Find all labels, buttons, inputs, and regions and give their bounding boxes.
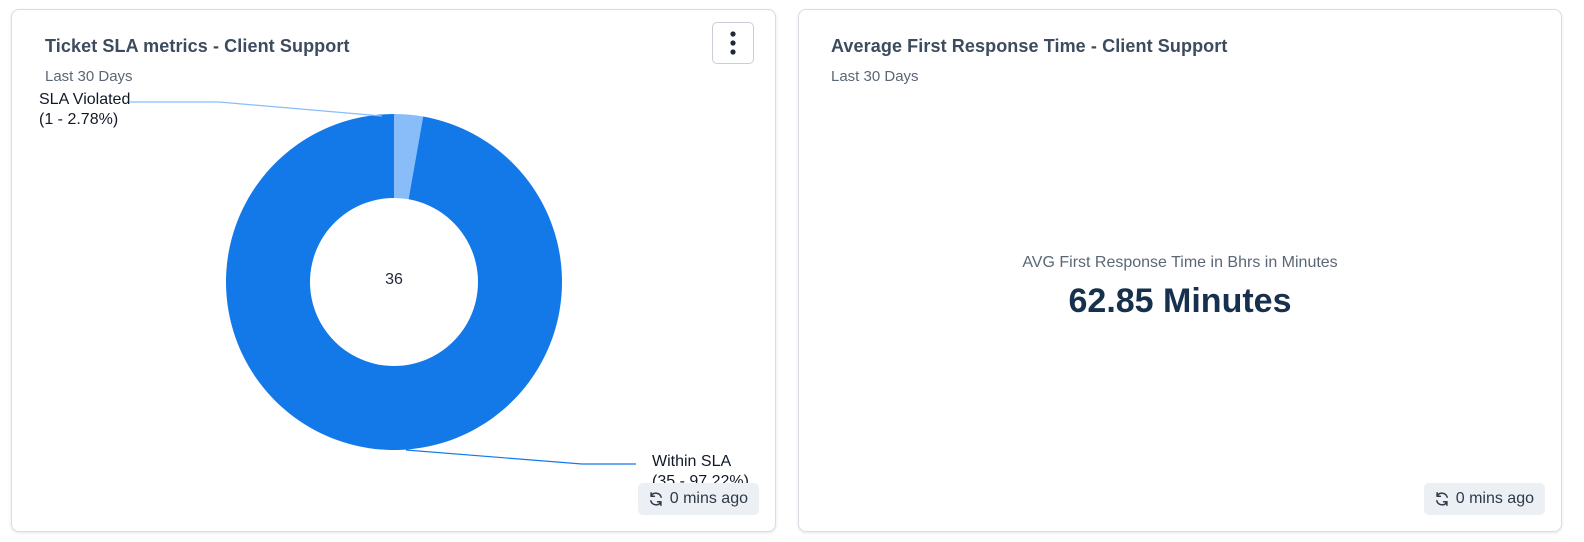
refresh-label: 0 mins ago xyxy=(1455,490,1534,507)
leader-line xyxy=(405,449,636,465)
slice-label-value: (1 - 2.78%) xyxy=(39,111,118,128)
refresh-icon xyxy=(649,492,662,506)
refresh-button[interactable]: 0 mins ago xyxy=(637,483,759,515)
card-title: Ticket SLA metrics - Client Support xyxy=(45,36,350,56)
donut-slice-sla-violated[interactable] xyxy=(394,114,424,200)
slice-label-name: SLA Violated xyxy=(39,91,130,108)
sla-metrics-card: Ticket SLA metrics - Client Support Last… xyxy=(11,9,776,532)
refresh-icon xyxy=(1435,492,1448,506)
metric-value: 62.85 Minutes xyxy=(1068,282,1292,320)
refresh-label: 0 mins ago xyxy=(669,490,748,507)
refresh-button[interactable]: 0 mins ago xyxy=(1423,483,1545,515)
metric-label: AVG First Response Time in Bhrs in Minut… xyxy=(1022,254,1338,271)
card-subtitle: Last 30 Days xyxy=(831,68,919,85)
donut-center-label: 36 xyxy=(385,271,403,288)
more-vertical-icon xyxy=(730,31,736,55)
slice-label-name: Within SLA xyxy=(652,453,731,470)
card-subtitle: Last 30 Days xyxy=(45,68,133,85)
sla-donut-chart: SLA Violated(1 - 2.78%)Within SLA(35 - 9… xyxy=(39,91,749,490)
leader-line xyxy=(130,101,383,117)
donut-slice-within-sla[interactable] xyxy=(226,114,562,450)
card-title: Average First Response Time - Client Sup… xyxy=(831,36,1228,56)
first-response-card: Average First Response Time - Client Sup… xyxy=(798,9,1562,532)
card-menu-button[interactable] xyxy=(712,22,754,64)
